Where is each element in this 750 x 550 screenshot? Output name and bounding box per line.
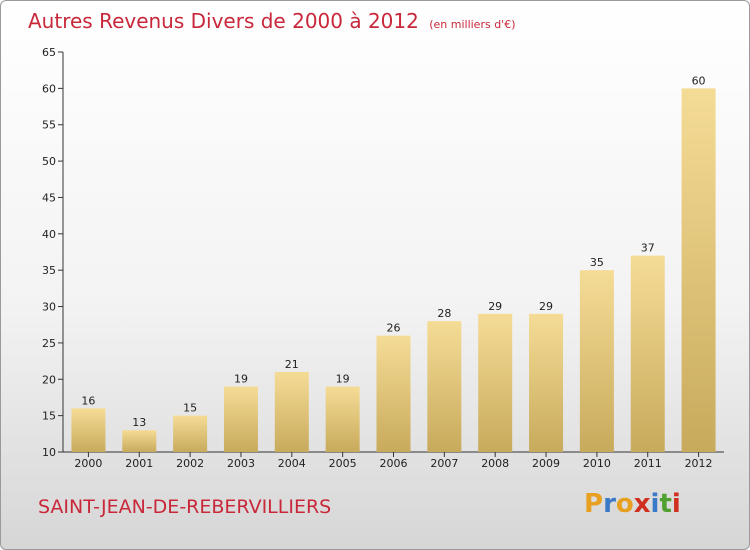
bar-value-label: 29 — [488, 300, 502, 313]
labels: 2000 16 2001 13 2002 15 2003 19 2004 21 2005 19 2006… — [74, 74, 712, 470]
y-tick-label: 50 — [42, 155, 56, 168]
bar[interactable] — [681, 88, 716, 452]
bar[interactable] — [325, 386, 360, 452]
logo-letter: x — [633, 489, 651, 519]
x-tick-label: 2004 — [278, 457, 306, 470]
y-tick-label: 35 — [42, 264, 56, 277]
bar[interactable] — [223, 386, 258, 452]
y-tick-label: 25 — [42, 337, 56, 350]
bar[interactable] — [173, 415, 208, 452]
logo-letter: o — [615, 489, 634, 519]
x-tick-label: 2006 — [380, 457, 408, 470]
x-tick-label: 2009 — [532, 457, 560, 470]
y-tick-label: 55 — [42, 119, 56, 132]
x-tick-label: 2002 — [176, 457, 204, 470]
commune-name: SAINT-JEAN-DE-REBERVILLIERS — [38, 496, 332, 518]
bar[interactable] — [630, 255, 665, 452]
x-tick-label: 2001 — [125, 457, 153, 470]
bar[interactable] — [122, 430, 157, 452]
logo-letter: i — [650, 489, 660, 519]
x-tick-label: 2011 — [634, 457, 662, 470]
chart-unit: (en milliers d'€) — [429, 18, 516, 31]
x-tick-label: 2007 — [430, 457, 458, 470]
y-tick-label: 65 — [42, 46, 56, 59]
bar-value-label: 37 — [641, 242, 655, 255]
bar[interactable] — [71, 408, 106, 452]
logo-letter: P — [584, 489, 604, 519]
chart-title: Autres Revenus Divers de 2000 à 2012 (en… — [28, 9, 516, 33]
bar-value-label: 13 — [132, 416, 146, 429]
bar-value-label: 60 — [692, 74, 706, 87]
bar[interactable] — [478, 313, 513, 452]
logo-letter: t — [659, 489, 672, 519]
bar[interactable] — [274, 372, 309, 452]
bar[interactable] — [579, 270, 614, 452]
bar-value-label: 19 — [336, 373, 350, 386]
x-tick-label: 2012 — [685, 457, 713, 470]
chart-title-text: Autres Revenus Divers de 2000 à 2012 — [28, 9, 419, 33]
bar-value-label: 28 — [437, 307, 451, 320]
x-tick-label: 2008 — [481, 457, 509, 470]
bar-value-label: 19 — [234, 373, 248, 386]
y-tick-label: 15 — [42, 410, 56, 423]
y-tick-label: 45 — [42, 191, 56, 204]
bar-value-label: 29 — [539, 300, 553, 313]
axes: 10 15 20 25 30 35 40 45 50 55 60 65 — [42, 46, 724, 459]
logo-letter: i — [671, 489, 681, 519]
y-tick-label: 20 — [42, 373, 56, 386]
y-tick-label: 10 — [42, 446, 56, 459]
x-tick-label: 2010 — [583, 457, 611, 470]
y-tick-label: 60 — [42, 82, 56, 95]
x-tick-label: 2000 — [74, 457, 102, 470]
y-tick-label: 30 — [42, 301, 56, 314]
x-tick-label: 2005 — [329, 457, 357, 470]
proxiti-logo[interactable]: Proxiti — [584, 489, 681, 519]
bar[interactable] — [529, 313, 564, 452]
bar[interactable] — [427, 321, 462, 452]
bar-value-label: 16 — [81, 394, 95, 407]
bars — [71, 88, 716, 452]
x-tick-label: 2003 — [227, 457, 255, 470]
bar-value-label: 26 — [387, 322, 401, 335]
bar-value-label: 35 — [590, 256, 604, 269]
bar[interactable] — [376, 335, 411, 452]
bar-value-label: 15 — [183, 402, 197, 415]
bar-value-label: 21 — [285, 358, 299, 371]
y-tick-label: 40 — [42, 228, 56, 241]
logo-letter: r — [603, 489, 616, 519]
